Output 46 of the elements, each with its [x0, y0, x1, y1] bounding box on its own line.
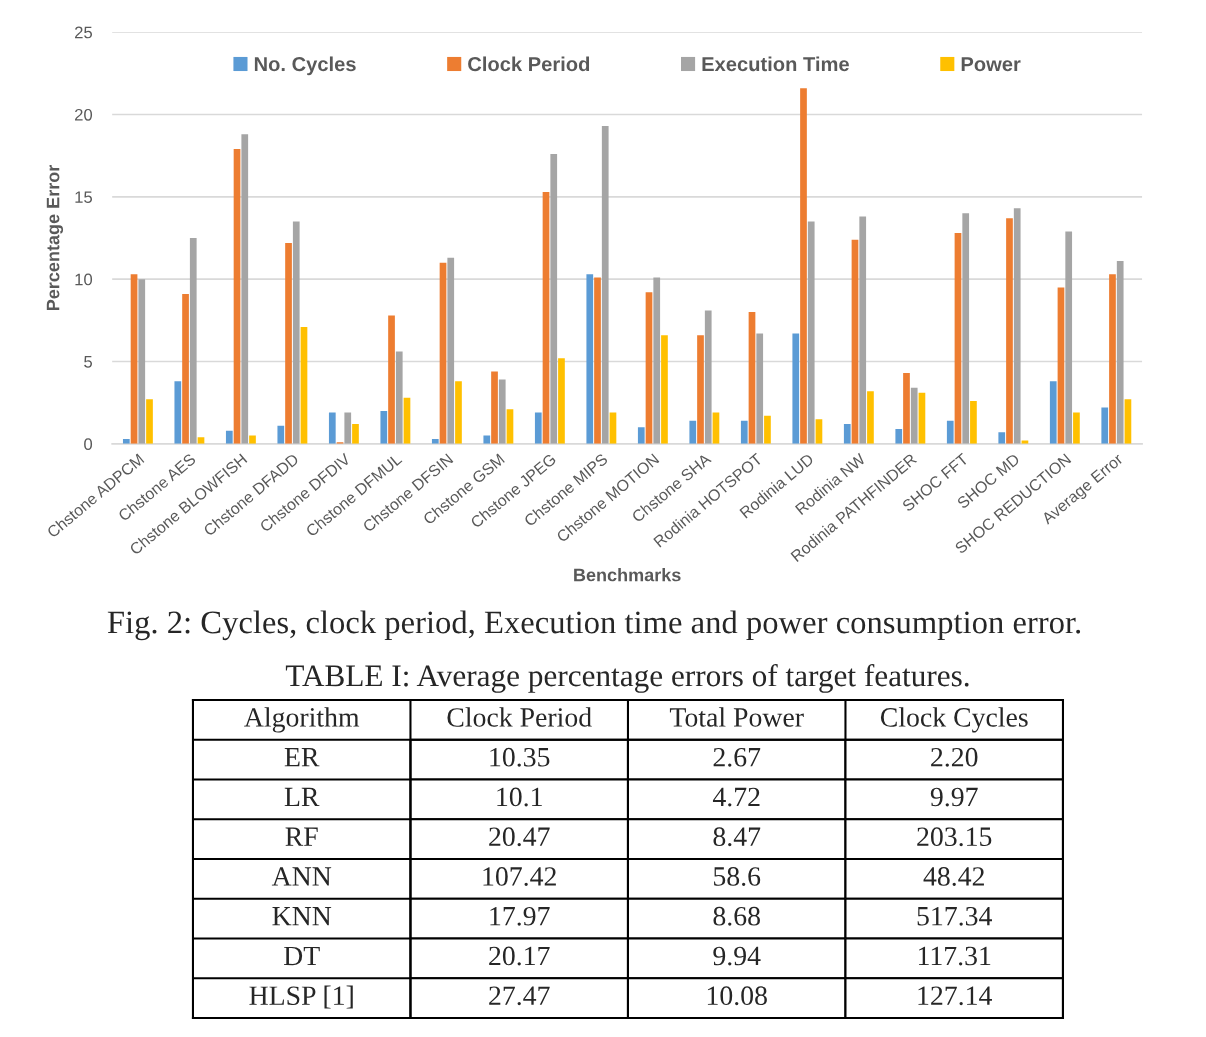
- data-label: 10.08: [707, 986, 767, 1006]
- data-label: 8.47: [713, 827, 761, 847]
- data-label: 10.35: [490, 747, 550, 767]
- y-tick-label: 25: [75, 26, 93, 39]
- data-label: 107.42: [483, 867, 556, 886]
- y-tick-label: DT: [284, 946, 320, 966]
- x-tick-label: Clock Cycles: [880, 707, 1028, 733]
- data-label: 9.97: [930, 787, 978, 807]
- y-tick-label: HLSP [1]: [249, 985, 353, 1009]
- data-label: 20.47: [489, 827, 550, 847]
- data-label: 9.94: [713, 946, 761, 966]
- y-tick-label: 0: [84, 438, 93, 451]
- x-axis-title: Benchmarks: [574, 568, 681, 582]
- data-label: 127.14: [918, 986, 992, 1006]
- data-label: 58.6: [714, 867, 761, 886]
- legend-label: Clock Period: [468, 56, 590, 72]
- x-tick-label: Clock Period: [447, 707, 592, 727]
- x-tick-label: Total Power: [669, 707, 804, 727]
- data-label: 8.68: [713, 906, 760, 926]
- y-tick-label: 10: [75, 273, 93, 286]
- y-tick-label: RF: [285, 827, 318, 846]
- y-tick-label: LR: [284, 787, 320, 807]
- data-label: 17.97: [490, 906, 550, 926]
- data-label: 117.31: [918, 946, 991, 966]
- y-axis-title: Algorithm: [244, 707, 360, 733]
- data-label: 10.1: [497, 787, 542, 807]
- data-label: 2.67: [713, 747, 761, 767]
- y-tick-label: ANN: [271, 867, 332, 886]
- chart-title: TABLE I: Average percentage errors of target features.: [285, 664, 969, 693]
- data-label: 48.42: [923, 867, 984, 886]
- data-label: 4.72: [712, 787, 760, 807]
- data-label: 517.34: [917, 906, 992, 926]
- legend-label: No. Cycles: [254, 56, 356, 76]
- legend-label: Power: [961, 57, 1021, 72]
- data-label: 27.47: [489, 986, 550, 1006]
- legend-label: Execution Time: [702, 56, 849, 72]
- data-label: 20.17: [489, 946, 550, 966]
- y-tick-label: KNN: [272, 907, 332, 926]
- y-tick-label: 15: [75, 191, 93, 204]
- y-tick-label: 5: [84, 356, 93, 368]
- data-label: 2.20: [931, 747, 978, 767]
- y-tick-label: ER: [284, 748, 320, 767]
- y-axis-title: Percentage Error: [46, 165, 64, 311]
- data-label: 203.15: [917, 827, 992, 847]
- caption: Fig. 2: Cycles, clock period, Execution time and power consumption error.: [107, 610, 1081, 641]
- y-tick-label: 20: [75, 108, 93, 121]
